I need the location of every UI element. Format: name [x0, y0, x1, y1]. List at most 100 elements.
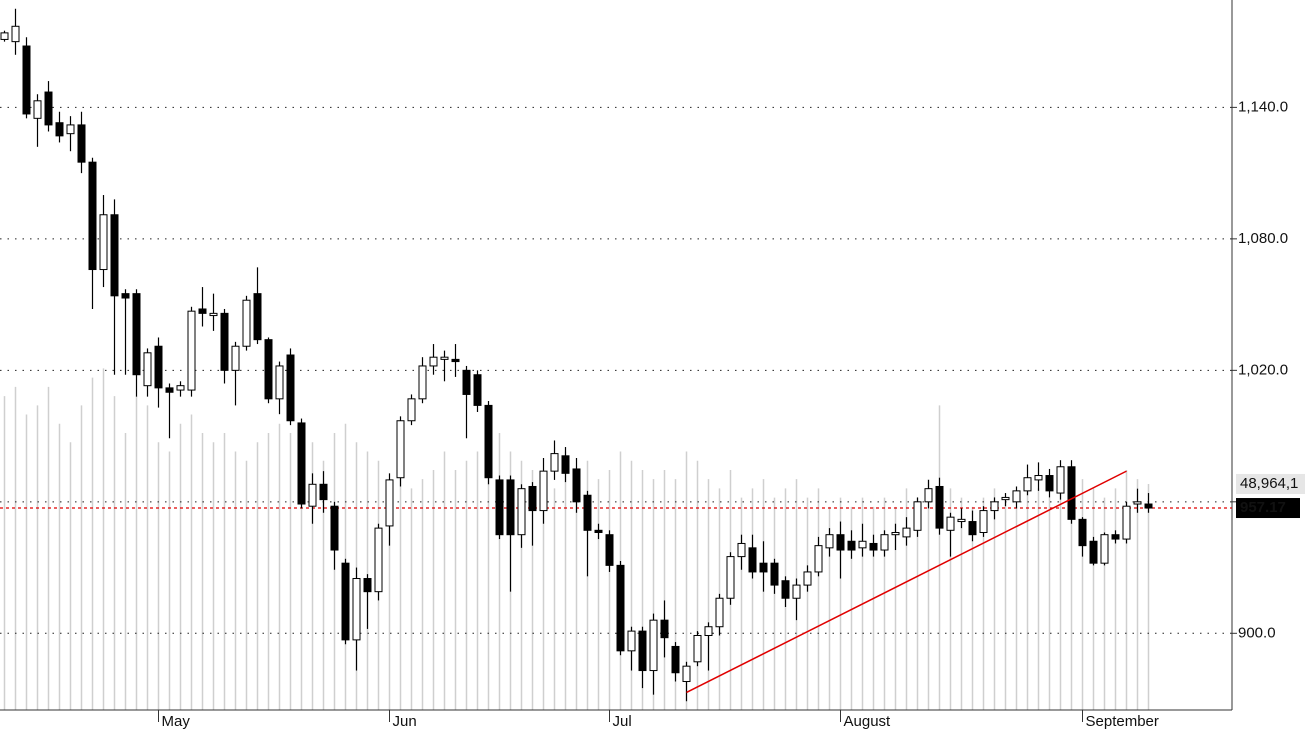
x-tick-label: Jun — [393, 713, 417, 730]
candle-body — [506, 479, 515, 536]
candle-body — [748, 547, 757, 573]
candle-body — [143, 352, 152, 387]
candle-body — [154, 345, 163, 389]
candle-body — [671, 645, 680, 674]
candle-body — [165, 387, 174, 393]
candle-body — [1133, 501, 1142, 505]
candle-body — [1012, 490, 1021, 503]
candle-body — [517, 488, 526, 536]
candle-body — [946, 516, 955, 531]
candle-body — [682, 665, 691, 683]
candle-body — [1111, 534, 1120, 540]
candle-body — [473, 374, 482, 406]
candle-body — [726, 556, 735, 599]
candle-body — [836, 534, 845, 551]
candle-body — [275, 365, 284, 400]
candle-body — [231, 345, 240, 371]
y-tick-label: 1,020.0 — [1238, 361, 1288, 378]
price-label-box — [1236, 498, 1300, 519]
candle-body — [44, 91, 53, 126]
y-tick-label: 1,140.0 — [1238, 98, 1288, 115]
candle-body — [1067, 466, 1076, 520]
candle-body — [539, 470, 548, 512]
candle-body — [715, 597, 724, 628]
candle-body — [1001, 496, 1010, 501]
candle-body — [1056, 466, 1065, 494]
candle-body — [935, 485, 944, 529]
candle-body — [253, 293, 262, 341]
candle-body — [528, 485, 537, 512]
volume-label: 48,964,1 — [1240, 475, 1298, 492]
candle-body — [22, 45, 31, 115]
candle-body — [1045, 475, 1054, 492]
candle-body — [847, 540, 856, 551]
candle-body — [605, 534, 614, 566]
candle-body — [121, 293, 130, 299]
price-label: 957.17 — [1240, 499, 1286, 516]
candle-body — [616, 564, 625, 652]
candle-body — [968, 521, 977, 536]
candle-body — [990, 501, 999, 512]
candle-body — [462, 369, 471, 395]
candle-body — [627, 630, 636, 652]
candle-body — [957, 518, 966, 523]
y-tick-label: 1,080.0 — [1238, 230, 1288, 247]
candle-body — [99, 214, 108, 271]
candle-body — [396, 420, 405, 479]
candle-body — [561, 455, 570, 474]
x-tick-label: Jul — [613, 713, 632, 730]
candle-body — [264, 339, 273, 400]
candle-body — [1089, 540, 1098, 564]
candle-body — [363, 578, 372, 593]
candle-body — [693, 634, 702, 663]
candle-body — [891, 532, 900, 536]
candle-body — [1122, 505, 1131, 540]
candle-body — [1100, 534, 1109, 564]
candle-body — [825, 534, 834, 549]
candle-body — [198, 308, 207, 314]
candle-body — [209, 312, 218, 317]
candle-body — [11, 25, 20, 43]
candle-body — [495, 479, 504, 536]
trendline — [686, 470, 1127, 694]
candle-body — [1144, 503, 1153, 509]
candle-body — [407, 398, 416, 422]
candle-body — [737, 542, 746, 558]
candle-body — [176, 385, 185, 391]
candle-body — [0, 32, 9, 40]
candle-body — [242, 299, 251, 347]
candle-body — [484, 404, 493, 479]
candle-body — [66, 124, 75, 135]
volume-label-box — [1236, 473, 1305, 494]
candle-body — [429, 356, 438, 367]
candle-body — [858, 540, 867, 549]
candle-body — [374, 527, 383, 593]
candle-body — [770, 562, 779, 586]
candle-body — [88, 161, 97, 271]
candle-body — [979, 510, 988, 534]
candle-body — [924, 488, 933, 503]
x-tick-label: May — [162, 713, 191, 730]
candle-body — [869, 542, 878, 551]
candle-body — [649, 619, 658, 672]
candle-body — [660, 619, 669, 639]
candle-body — [1023, 477, 1032, 492]
candle-body — [110, 214, 119, 297]
candle-body — [1034, 475, 1043, 481]
candle-body — [781, 580, 790, 599]
candle-body — [55, 122, 64, 137]
candle-body — [33, 100, 42, 119]
candle-body — [572, 468, 581, 503]
candle-body — [792, 584, 801, 599]
candle-body — [814, 545, 823, 573]
x-tick-label: September — [1086, 713, 1159, 730]
candle-body — [77, 124, 86, 163]
candle-body — [440, 356, 449, 360]
candle-body — [550, 453, 559, 472]
candle-body — [297, 422, 306, 505]
candle-body — [913, 501, 922, 531]
candle-body — [132, 293, 141, 376]
candle-body — [759, 562, 768, 573]
